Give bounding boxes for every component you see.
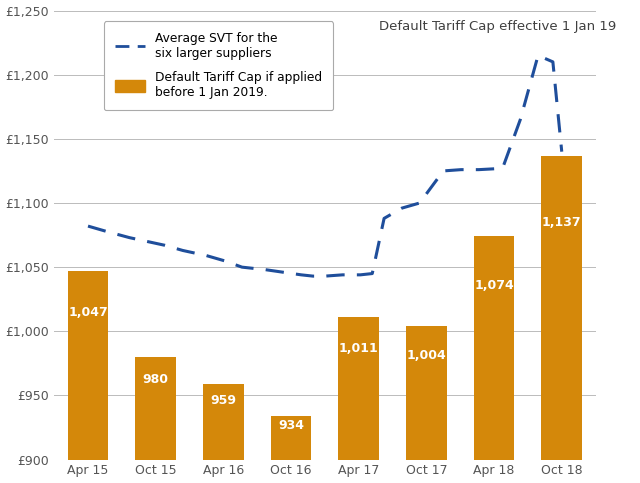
Text: 980: 980 xyxy=(143,373,169,386)
Text: Default Tariff Cap effective 1 Jan 19: Default Tariff Cap effective 1 Jan 19 xyxy=(379,19,616,32)
Text: 1,137: 1,137 xyxy=(542,216,582,229)
Legend: Average SVT for the
six larger suppliers, Default Tariff Cap if applied
before 1: Average SVT for the six larger suppliers… xyxy=(104,21,333,110)
Bar xyxy=(406,326,447,460)
Bar xyxy=(474,236,515,460)
Text: 959: 959 xyxy=(211,394,236,407)
Bar xyxy=(541,156,582,460)
Text: 1,047: 1,047 xyxy=(68,306,108,319)
Text: 1,004: 1,004 xyxy=(406,349,446,362)
Text: 1,011: 1,011 xyxy=(339,342,379,355)
Bar xyxy=(339,317,379,460)
Text: 1,074: 1,074 xyxy=(474,279,514,292)
Bar xyxy=(68,271,108,460)
Text: 934: 934 xyxy=(278,419,304,432)
Bar xyxy=(271,416,311,460)
Bar xyxy=(136,357,176,460)
Bar xyxy=(203,384,244,460)
